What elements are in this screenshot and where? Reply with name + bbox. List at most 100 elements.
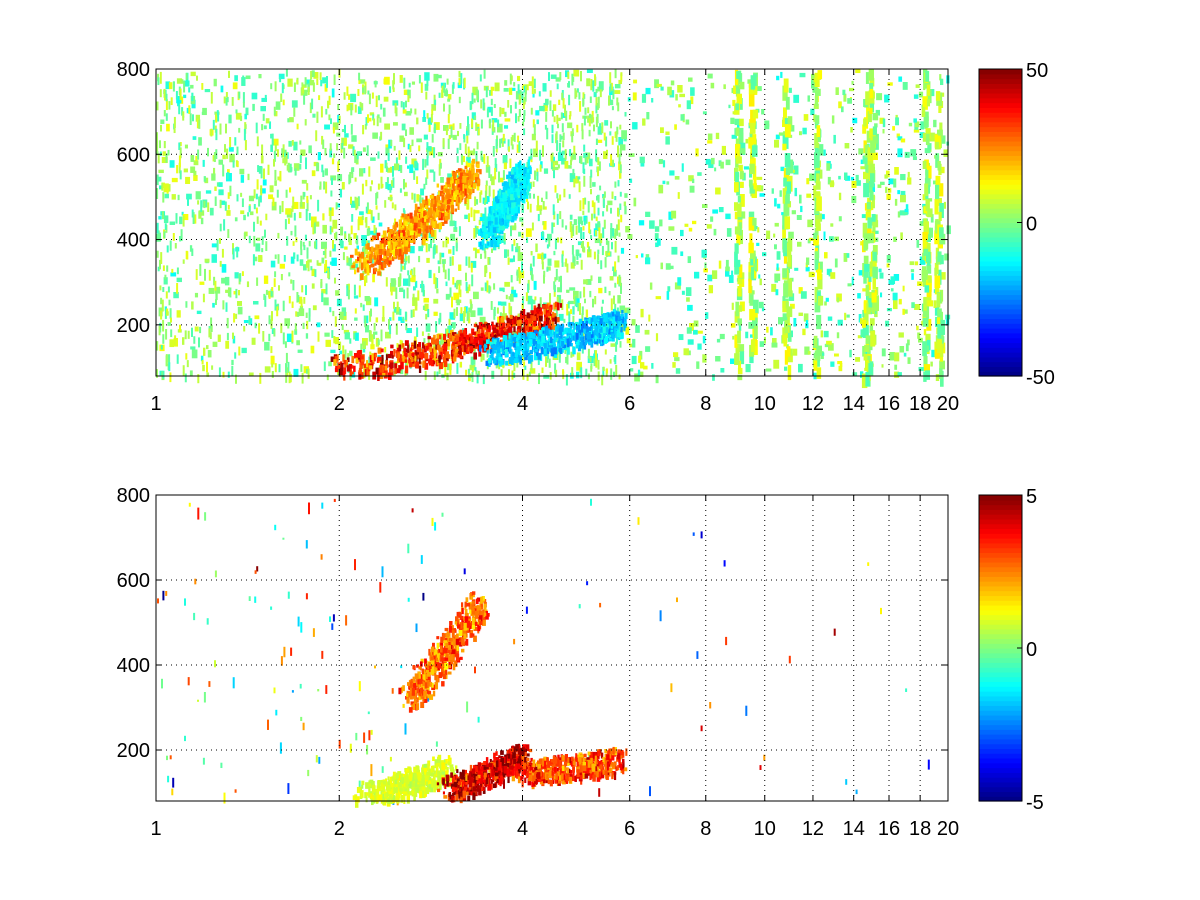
heatmap-cell	[412, 297, 418, 306]
heatmap-cell	[408, 275, 411, 287]
heatmap-cell	[434, 99, 437, 106]
heatmap-cell	[637, 369, 641, 377]
heatmap-cell	[241, 347, 247, 354]
heatmap-cell	[553, 211, 556, 220]
heatmap-cell	[203, 347, 206, 356]
heatmap-cell	[410, 224, 414, 232]
heatmap-cell	[814, 286, 819, 303]
heatmap-cell	[889, 352, 895, 361]
heatmap-cell	[176, 283, 179, 294]
heatmap-cell	[934, 134, 939, 148]
heatmap-cell	[788, 231, 794, 239]
heatmap-cell	[458, 70, 461, 78]
heatmap-cell	[513, 132, 516, 142]
heatmap-cell	[471, 358, 474, 366]
heatmap-cell	[410, 222, 413, 227]
heatmap-cell	[930, 214, 934, 223]
heatmap-cell	[157, 153, 160, 164]
heatmap-cell	[324, 148, 327, 156]
heatmap-cell	[263, 168, 265, 180]
heatmap-cell	[465, 194, 468, 199]
heatmap-cell	[509, 258, 514, 263]
heatmap-cell	[400, 260, 403, 272]
heatmap-cell	[296, 123, 299, 130]
heatmap-cell	[204, 258, 210, 263]
heatmap-cell	[467, 124, 470, 136]
heatmap-cell	[226, 332, 229, 341]
heatmap-cell	[364, 275, 366, 287]
heatmap-cell	[504, 118, 511, 122]
heatmap-cell	[516, 271, 519, 276]
heatmap-cell	[392, 166, 394, 177]
heatmap-cell	[533, 78, 536, 89]
heatmap-cell	[728, 104, 731, 109]
heatmap-cell	[400, 361, 404, 370]
heatmap-cell	[405, 111, 412, 116]
heatmap-cell	[533, 312, 537, 316]
heatmap-cell	[587, 249, 592, 258]
heatmap-cell	[473, 352, 477, 360]
heatmap-cell	[615, 131, 618, 142]
heatmap-cell	[403, 239, 407, 245]
heatmap-cell	[844, 312, 847, 321]
heatmap-cell	[374, 250, 377, 256]
heatmap-cell	[574, 296, 577, 307]
heatmap-cell	[273, 106, 276, 116]
heatmap-cell	[434, 231, 437, 240]
heatmap-cell	[812, 82, 818, 93]
heatmap-cell	[918, 91, 924, 98]
heatmap-cell	[452, 344, 457, 353]
heatmap-cell	[264, 229, 266, 238]
heatmap-cell	[675, 94, 678, 101]
heatmap-cell	[332, 127, 335, 134]
heatmap-cell	[214, 280, 217, 291]
heatmap-cell	[424, 72, 430, 81]
heatmap-cell	[337, 161, 340, 172]
heatmap-cell	[863, 241, 868, 251]
heatmap-cell	[366, 260, 370, 264]
heatmap-cell	[464, 197, 467, 204]
heatmap-cell	[919, 256, 926, 265]
heatmap-cell	[182, 214, 189, 221]
heatmap-cell	[425, 345, 429, 351]
heatmap-cell	[619, 164, 622, 174]
heatmap-cell	[162, 319, 165, 332]
heatmap-cell	[551, 124, 554, 134]
heatmap-cell	[456, 185, 459, 193]
heatmap-cell	[277, 232, 280, 239]
heatmap-cell	[476, 249, 480, 254]
heatmap-cell	[468, 170, 472, 179]
heatmap-cell	[784, 350, 788, 365]
heatmap-cell	[213, 167, 216, 174]
heatmap-cell	[246, 281, 250, 288]
heatmap-cell	[374, 229, 377, 235]
heatmap-cell	[597, 221, 601, 230]
heatmap-cell	[396, 234, 400, 242]
heatmap-cell	[344, 233, 347, 239]
heatmap-cell	[736, 156, 742, 164]
heatmap-cell	[267, 164, 270, 175]
heatmap-cell	[293, 82, 296, 92]
heatmap-cell	[597, 207, 600, 216]
heatmap-cell	[552, 222, 555, 227]
heatmap-cell	[559, 134, 562, 142]
heatmap-cell	[324, 332, 330, 337]
heatmap-cell	[748, 93, 755, 107]
heatmap-cell	[433, 171, 436, 182]
heatmap-cell	[491, 248, 493, 253]
heatmap-cell	[485, 331, 488, 338]
heatmap-cell	[449, 220, 455, 227]
heatmap-cell	[759, 278, 762, 286]
heatmap-cell	[886, 193, 891, 200]
heatmap-cell	[401, 343, 405, 348]
heatmap-cell	[239, 273, 242, 282]
heatmap-cell	[164, 309, 167, 319]
heatmap-cell	[368, 227, 371, 236]
heatmap-cell	[455, 189, 459, 195]
heatmap-cell	[214, 286, 221, 294]
heatmap-cell	[258, 74, 262, 79]
heatmap-cell	[409, 145, 412, 153]
heatmap-cell	[441, 194, 445, 203]
heatmap-cell	[446, 372, 449, 381]
heatmap-cell	[545, 238, 548, 243]
